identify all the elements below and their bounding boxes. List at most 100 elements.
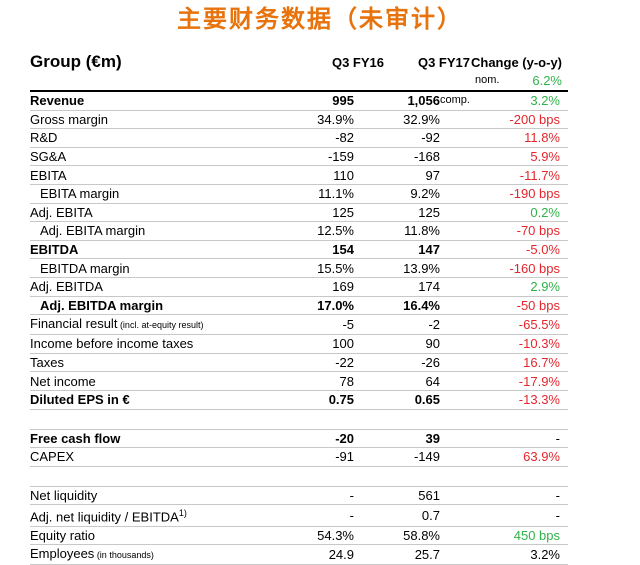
value-change: 0.2% — [440, 203, 568, 223]
change-value-text: -190 bps — [509, 186, 560, 202]
page-title: 主要财务数据（未审计） — [177, 5, 463, 33]
row-label: EBITDA margin — [30, 258, 276, 278]
value-change: 63.9% — [440, 447, 568, 467]
table-row: Net income 78 64 -17.9% — [30, 371, 568, 391]
column-header-q3-fy16: Q3 FY16 — [331, 55, 384, 70]
value-q3-fy17: -149 — [354, 447, 440, 467]
row-label: Net income — [30, 371, 276, 391]
value-q3-fy16: -22 — [276, 353, 354, 373]
value-q3-fy17: 97 — [354, 165, 440, 185]
table-row: EBITA 110 97 -11.7% — [30, 165, 568, 185]
row-label-text: EBITA — [30, 167, 67, 183]
value-q3-fy16: 154 — [276, 240, 354, 260]
value-q3-fy17: 32.9% — [354, 110, 440, 130]
row-label-text: Adj. EBITDA — [30, 279, 103, 295]
table-row: Equity ratio 54.3% 58.8% 450 bps — [30, 526, 568, 546]
row-label-text: Net income — [30, 373, 96, 389]
nominal-label: nom. — [475, 74, 500, 86]
value-q3-fy17: 147 — [354, 240, 440, 260]
row-label: EBITA margin — [30, 184, 276, 204]
value-q3-fy17: 0.7 — [354, 504, 440, 527]
table-row: CAPEX -91 -149 63.9% — [30, 447, 568, 467]
table-spacer-row — [30, 466, 568, 487]
value-q3-fy16: 125 — [276, 203, 354, 223]
column-header-change: Change (y-o-y) — [471, 55, 562, 70]
change-value-text: -200 bps — [509, 111, 560, 127]
comparable-label: comp. — [440, 94, 470, 107]
table-row: Net liquidity -561- — [30, 486, 568, 506]
row-label-text: CAPEX — [30, 449, 75, 465]
value-q3-fy17: -168 — [354, 147, 440, 167]
change-value-text: 2.9% — [530, 279, 560, 295]
row-label-note: (in thousands) — [94, 550, 154, 561]
change-value-text: 11.8% — [524, 130, 560, 146]
row-label: SG&A — [30, 147, 276, 167]
row-label: Gross margin — [30, 110, 276, 130]
change-value-text: 16.7% — [523, 355, 560, 371]
value-q3-fy17: 64 — [354, 371, 440, 391]
value-q3-fy17: 39 — [354, 429, 440, 449]
table-row: R&D -82 -92 11.8% — [30, 128, 568, 148]
change-value-text: - — [555, 507, 560, 523]
value-change: comp. 3.2% — [440, 92, 568, 111]
spacer-cell — [30, 409, 568, 430]
value-q3-fy16: - — [276, 486, 354, 506]
row-label: Adj. EBITA margin — [30, 221, 276, 241]
row-label: Diluted EPS in € — [30, 390, 276, 410]
change-value-text: - — [555, 487, 560, 503]
table-row: Free cash flow -20 39 - — [30, 429, 568, 449]
financial-table: Revenue 995 1,056 comp. 3.2% Gross margin 34.9… — [30, 92, 568, 565]
table-row: Income before income taxes 100 90 -10.3% — [30, 334, 568, 354]
value-change: -10.3% — [440, 334, 568, 354]
row-label-text: Free cash flow — [30, 430, 121, 446]
row-label: Taxes — [30, 353, 276, 373]
value-q3-fy16: -159 — [276, 147, 354, 167]
value-q3-fy16: 34.9% — [276, 110, 354, 130]
row-label-text: Adj. EBITA margin — [40, 223, 146, 239]
footnote-marker: 1) — [178, 508, 187, 519]
table-row: Taxes -22 -26 16.7% — [30, 353, 568, 373]
column-header-q3-fy17: Q3 FY17 — [417, 55, 470, 70]
value-q3-fy16: -5 — [276, 314, 354, 336]
value-q3-fy17: 16.4% — [354, 296, 440, 316]
value-change: -65.5% — [440, 314, 568, 336]
value-change: 450 bps — [440, 526, 568, 546]
change-value-text: -50 bps — [516, 297, 560, 313]
row-label: EBITDA — [30, 240, 276, 260]
change-value-text: 0.2% — [530, 204, 560, 220]
row-label-text: SG&A — [30, 149, 67, 165]
table-row: SG&A -159 -168 5.9% — [30, 147, 568, 167]
row-label-text: Adj. EBITA — [30, 204, 93, 220]
row-label: Income before income taxes — [30, 334, 276, 354]
row-label: Adj. EBITDA margin — [30, 296, 276, 316]
row-label-text: Financial result — [30, 316, 118, 332]
table-row: Adj. net liquidity / EBITDA1) -0.7- — [30, 504, 568, 527]
value-q3-fy17: 9.2% — [354, 184, 440, 204]
row-label: CAPEX — [30, 447, 276, 467]
nominal-change-value: 6.2% — [532, 73, 562, 88]
row-label-text: Adj. net liquidity / EBITDA — [30, 509, 179, 525]
value-change: 5.9% — [440, 147, 568, 167]
row-label-text: EBITDA — [30, 242, 79, 258]
row-label-text: Income before income taxes — [30, 336, 194, 352]
row-label-text: R&D — [30, 130, 58, 146]
value-q3-fy17: 58.8% — [354, 526, 440, 546]
value-change: -5.0% — [440, 240, 568, 260]
table-row: Gross margin 34.9% 32.9% -200 bps — [30, 110, 568, 130]
change-value-text: 63.9% — [523, 449, 560, 465]
row-label: Financial result (incl. at-equity result… — [30, 314, 276, 336]
row-label-text: EBITA margin — [40, 186, 120, 202]
table-header: Group (€m) Q3 FY16 Q3 FY17 Change (y-o-y… — [30, 52, 570, 92]
change-value-text: -11.7% — [519, 167, 560, 183]
row-label-text: Net liquidity — [30, 487, 98, 503]
value-q3-fy17: 90 — [354, 334, 440, 354]
value-q3-fy16: 169 — [276, 277, 354, 297]
change-value-text: 450 bps — [513, 527, 560, 543]
value-q3-fy16: 110 — [276, 165, 354, 185]
group-heading: Group (€m) — [30, 52, 122, 71]
value-q3-fy16: 54.3% — [276, 526, 354, 546]
row-label-text: Gross margin — [30, 111, 109, 127]
value-change: -160 bps — [440, 258, 568, 278]
change-value-text: -70 bps — [516, 223, 560, 239]
table-row: Revenue 995 1,056 comp. 3.2% — [30, 92, 568, 111]
